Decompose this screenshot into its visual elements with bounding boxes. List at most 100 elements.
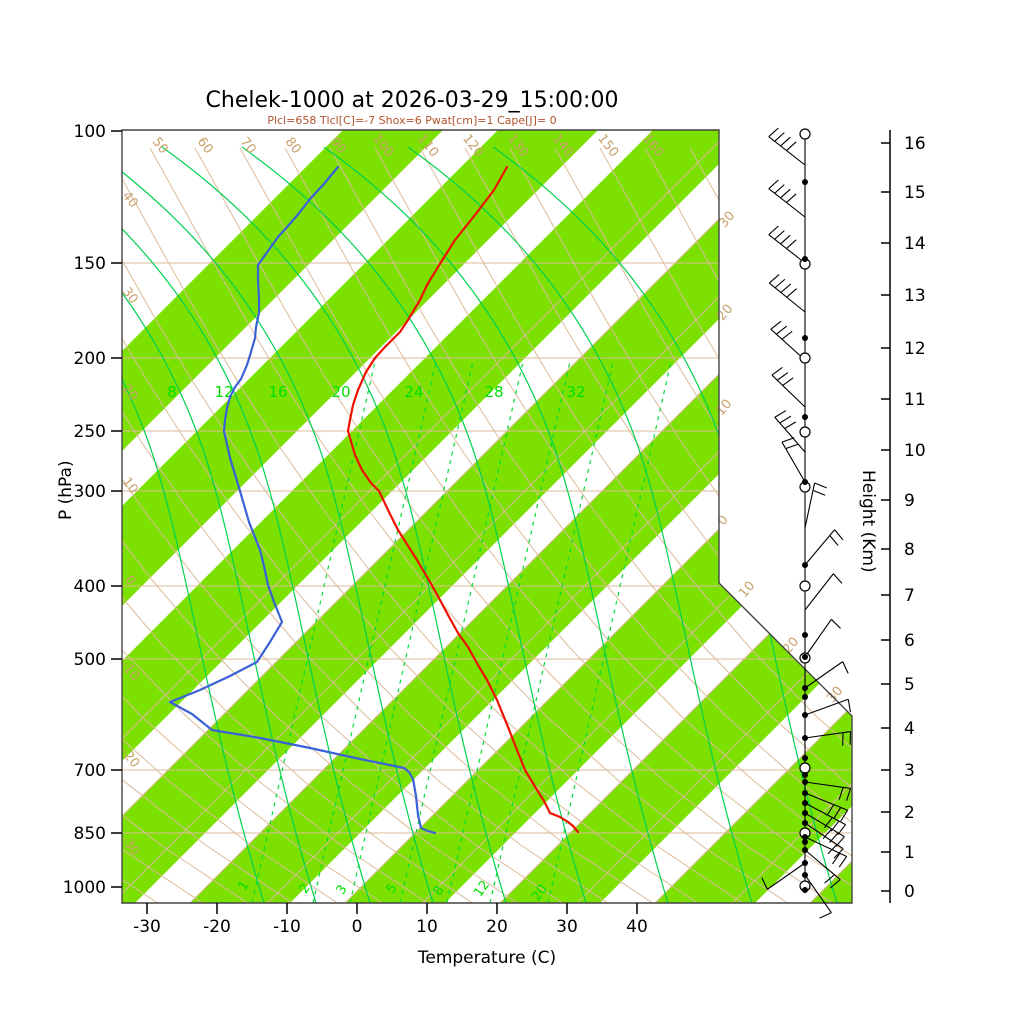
wind-barb [774, 410, 806, 453]
right-isotherm-label: 30 [824, 684, 846, 706]
mixing-ratio-line [349, 359, 474, 903]
temperature-tick-label: -10 [273, 917, 301, 937]
top-adiabat-label: 60 [194, 135, 216, 157]
wind-barb [768, 127, 806, 166]
pressure-tick-label: 150 [74, 254, 106, 274]
moist-adiabat-line [323, 146, 669, 903]
height-tick-label: 3 [904, 761, 915, 781]
temperature-tick-label: 10 [416, 917, 438, 937]
right-isotherm-label: 0 [715, 513, 732, 529]
temperature-curve [346, 165, 580, 834]
wind-level-dot [802, 772, 808, 778]
height-tick-label: 8 [904, 540, 915, 560]
wind-barb [761, 862, 806, 890]
background-stripe [122, 130, 753, 903]
dry-adiabat-line [122, 147, 852, 903]
wind-level-dot [802, 335, 808, 341]
wind-level-dot [802, 810, 808, 816]
dry-adiabat-line [734, 147, 852, 903]
wind-level-circle [799, 762, 811, 774]
wind-barb [768, 179, 806, 218]
height-tick-label: 6 [904, 631, 915, 651]
pressure-tick-label: 700 [74, 761, 106, 781]
wind-level-dot [802, 632, 808, 638]
pressure-tick-label: 850 [74, 824, 106, 844]
moist-adiabat-label: 32 [566, 383, 585, 401]
height-tick-label: 15 [904, 183, 926, 203]
wind-level-dot [802, 755, 808, 761]
isotherm-line [122, 130, 809, 903]
isotherm-line [965, 130, 1024, 903]
wind-barb [781, 437, 806, 483]
dry-adiabat-line [284, 147, 852, 903]
wind-level-dot [802, 847, 808, 853]
isotherm-line [267, 130, 852, 903]
pressure-tick-label: 250 [74, 422, 106, 442]
wind-level-dot [802, 179, 808, 185]
wind-level-circle [799, 426, 811, 438]
x-axis-label: Temperature (C) [417, 948, 557, 968]
right-isotherm-label: 10 [736, 579, 758, 601]
wind-barb [804, 731, 852, 746]
height-tick-label: 14 [904, 234, 926, 254]
temperature-tick-label: 40 [626, 917, 648, 937]
height-tick-label: 4 [904, 719, 915, 739]
wind-barb [804, 529, 844, 566]
dry-adiabat-line [419, 147, 852, 903]
dry-adiabat-line [122, 147, 852, 903]
dry-adiabat-line [599, 147, 852, 903]
isotherm-line [122, 130, 731, 903]
moist-adiabat-line [122, 146, 265, 903]
moist-adiabat-label: 20 [331, 383, 350, 401]
wind-level-dot [802, 872, 808, 878]
mixing-ratio-line [312, 359, 437, 903]
moist-adiabat-label: 12 [214, 383, 233, 401]
isotherm-line [499, 130, 852, 903]
pressure-tick-label: 200 [74, 349, 106, 369]
dry-adiabat-line [122, 147, 852, 903]
wind-level-dot [802, 562, 808, 568]
left-adiabat-label: -20 [117, 745, 142, 771]
dry-adiabat-line [194, 147, 852, 903]
height-tick-label: 12 [904, 339, 926, 359]
pressure-tick-label: 400 [74, 577, 106, 597]
pressure-axis-label: P (hPa) [56, 460, 76, 520]
plot-area [122, 130, 1024, 903]
wind-barb [804, 849, 841, 889]
wind-level-dot [802, 839, 808, 845]
wind-level-dot [802, 735, 808, 741]
chart-subtitle: Plcl=658 Tlcl[C]=-7 Shox=6 Pwat[cm]=1 Ca… [267, 114, 557, 127]
background-stripe [122, 130, 852, 903]
dry-adiabat-line [239, 147, 852, 903]
top-adiabat-label: 80 [282, 135, 304, 157]
temperature-tick-label: 0 [352, 917, 363, 937]
wind-barb [804, 792, 849, 822]
wind-level-circle [799, 352, 811, 364]
pressure-tick-label: 100 [74, 122, 106, 142]
wind-barb [804, 618, 841, 658]
moist-adiabat-label: 8 [167, 383, 177, 401]
temperature-tick-label: 20 [486, 917, 508, 937]
wind-level-dot [802, 694, 808, 700]
plot-border [121, 129, 853, 904]
dry-adiabat-line [122, 147, 841, 903]
height-tick-label: 10 [904, 441, 926, 461]
wind-barb [768, 274, 806, 313]
wind-barb [804, 482, 827, 529]
wind-level-dot [802, 834, 808, 840]
wind-level-dot [802, 887, 808, 893]
mixing-ratio-line [489, 359, 614, 903]
mixing-ratio-line [547, 359, 672, 903]
wind-level-circle [799, 128, 811, 140]
mixing-ratio-line [446, 359, 571, 903]
wind-level-dot [802, 712, 808, 718]
wind-level-dot [802, 779, 808, 785]
dewpoint-curve [168, 165, 437, 835]
pressure-tick-label: 1000 [63, 878, 106, 898]
moist-adiabat-line [161, 146, 507, 903]
dry-adiabat-line [374, 147, 852, 903]
pressure-tick-label: 500 [74, 650, 106, 670]
dry-adiabat-line [329, 147, 852, 903]
